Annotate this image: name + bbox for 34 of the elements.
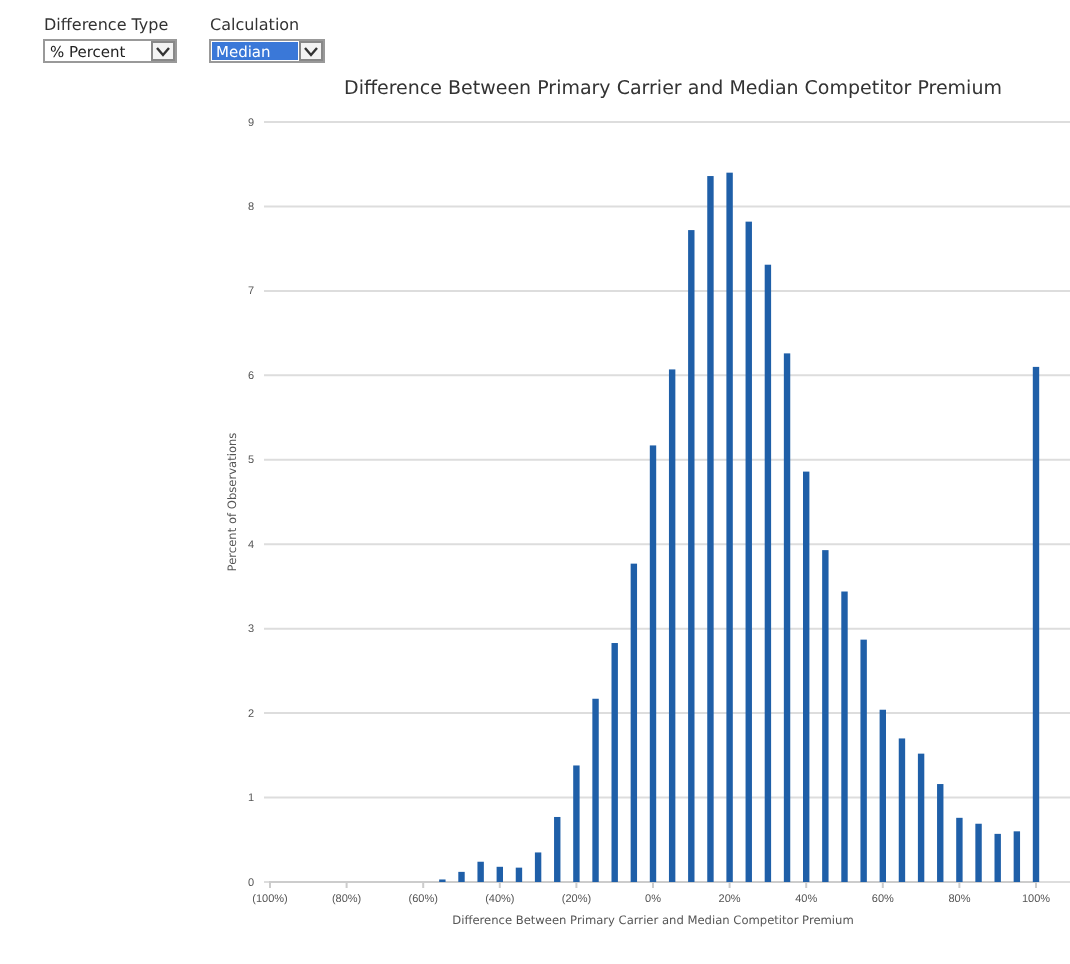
- bar: [534, 852, 542, 882]
- bar: [879, 709, 886, 882]
- bar: [803, 471, 810, 882]
- bar: [630, 563, 638, 882]
- bar: [688, 230, 695, 882]
- bar: [477, 861, 484, 882]
- bar: [956, 817, 963, 882]
- bar: [917, 753, 925, 882]
- bar: [745, 221, 752, 882]
- bar: [496, 866, 503, 882]
- bar: [458, 871, 465, 882]
- bar: [668, 369, 676, 882]
- bar: [573, 765, 580, 882]
- bar: [975, 823, 982, 882]
- bar: [649, 445, 657, 882]
- text: Difference Type: [44, 16, 169, 34]
- chart-title: Difference Between Primary Carrier and Median Competitor Premium: [344, 78, 1002, 100]
- bar: [822, 550, 829, 882]
- bar: [937, 784, 944, 882]
- bar: [994, 833, 1001, 882]
- bar: [611, 643, 618, 882]
- bar: [764, 264, 772, 882]
- bar: [515, 867, 523, 882]
- bar: [592, 698, 599, 882]
- bar: [898, 738, 906, 882]
- text: Calculation: [210, 16, 300, 34]
- bar: [860, 639, 867, 882]
- bar: [707, 176, 714, 882]
- bar: [1032, 366, 1040, 882]
- bar: [783, 353, 791, 882]
- bar: [1013, 831, 1021, 882]
- bar: [841, 591, 848, 882]
- bar: [554, 816, 561, 882]
- bar: [726, 172, 733, 882]
